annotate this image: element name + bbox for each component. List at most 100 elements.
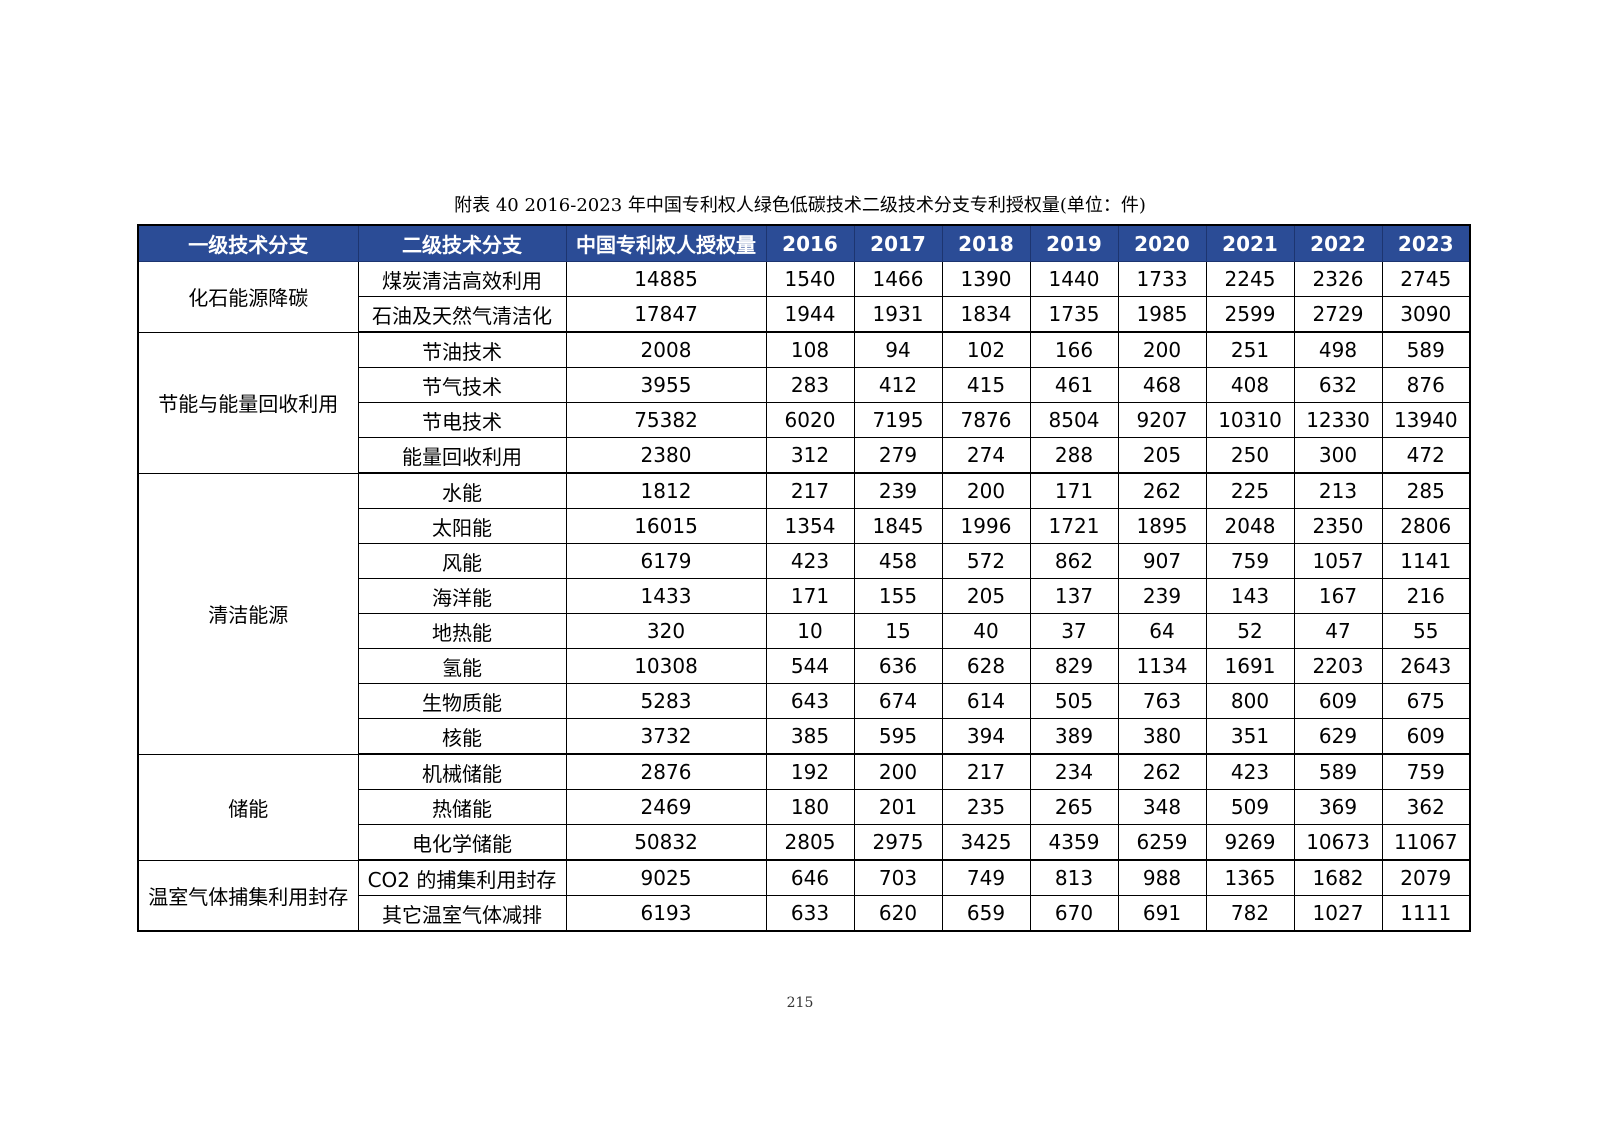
year-value-cell: 609 — [1381, 718, 1471, 755]
year-value-cell: 1390 — [941, 261, 1031, 297]
total-grants-cell: 1812 — [565, 472, 767, 509]
year-value-cell: 166 — [1029, 331, 1119, 368]
year-value-cell: 200 — [1117, 331, 1207, 368]
year-value-cell: 2806 — [1381, 508, 1471, 544]
level2-branch: 水能 — [357, 472, 567, 509]
year-value-cell: 759 — [1205, 543, 1295, 579]
year-value-cell: 1691 — [1205, 648, 1295, 684]
year-value-cell: 369 — [1293, 789, 1383, 825]
level2-branch: 煤炭清洁高效利用 — [357, 261, 567, 297]
year-value-cell: 262 — [1117, 472, 1207, 509]
year-value-cell: 408 — [1205, 367, 1295, 403]
table-row: 储能 机械储能 2876 192 200 217 234 262 423 589 759 — [137, 753, 1471, 861]
year-value-cell: 217 — [765, 472, 855, 509]
year-value-cell: 108 — [765, 331, 855, 368]
table-body: 化石能源降碳 煤炭清洁高效利用 14885 1540 1466 1390 1440 1733 2… — [137, 261, 1471, 932]
table-row: 核能 3732 385 595 394 389 380 351 629 609 — [138, 718, 1471, 755]
year-value-cell: 3425 — [941, 824, 1031, 861]
year-value-cell: 703 — [853, 859, 943, 896]
level2-branch: 地热能 — [357, 613, 567, 649]
year-value-cell: 988 — [1117, 859, 1207, 896]
year-value-cell: 10673 — [1293, 824, 1383, 861]
table-row: 海洋能 1433 171 155 205 137 239 143 167 216 — [138, 578, 1471, 614]
year-value-cell: 759 — [1381, 753, 1471, 790]
year-value-cell: 412 — [853, 367, 943, 403]
year-value-cell: 2975 — [853, 824, 943, 861]
year-value-cell: 348 — [1117, 789, 1207, 825]
level2-branch: 能量回收利用 — [357, 437, 567, 474]
year-value-cell: 205 — [941, 578, 1031, 614]
year-value-cell: 4359 — [1029, 824, 1119, 861]
table-row: 能量回收利用 2380 312 279 274 288 205 250 300 472 — [138, 437, 1471, 474]
year-value-cell: 1354 — [765, 508, 855, 544]
year-value-cell: 239 — [853, 472, 943, 509]
year-value-cell: 1721 — [1029, 508, 1119, 544]
level2-branch: 节电技术 — [357, 402, 567, 438]
header-row: 一级技术分支 二级技术分支 中国专利权人授权量 2016 2017 2018 2… — [137, 224, 1471, 262]
year-value-cell: 10 — [765, 613, 855, 649]
year-value-cell: 94 — [853, 331, 943, 368]
year-value-cell: 47 — [1293, 613, 1383, 649]
year-value-cell: 2729 — [1293, 296, 1383, 333]
year-value-cell: 629 — [1293, 718, 1383, 755]
level2-branch: 生物质能 — [357, 683, 567, 719]
year-value-cell: 251 — [1205, 331, 1295, 368]
year-value-cell: 3090 — [1381, 296, 1471, 333]
level2-branch: 机械储能 — [357, 753, 567, 790]
header-year-2022: 2022 — [1293, 224, 1383, 262]
year-value-cell: 800 — [1205, 683, 1295, 719]
year-value-cell: 907 — [1117, 543, 1207, 579]
table-row: 地热能 320 10 15 40 37 64 52 47 55 — [138, 613, 1471, 649]
year-value-cell: 143 — [1205, 578, 1295, 614]
year-value-cell: 274 — [941, 437, 1031, 474]
year-value-cell: 1682 — [1293, 859, 1383, 896]
table-row: 节能与能量回收利用 节油技术 2008 108 94 102 166 200 251 498 589 — [137, 331, 1471, 474]
year-value-cell: 633 — [765, 895, 855, 932]
year-value-cell: 262 — [1117, 753, 1207, 790]
year-value-cell: 9269 — [1205, 824, 1295, 861]
year-value-cell: 283 — [765, 367, 855, 403]
total-grants-cell: 16015 — [565, 508, 767, 544]
year-value-cell: 12330 — [1293, 402, 1383, 438]
table-row: 节气技术 3955 283 412 415 461 468 408 632 876 — [138, 367, 1471, 403]
year-value-cell: 614 — [941, 683, 1031, 719]
year-value-cell: 52 — [1205, 613, 1295, 649]
header-year-2016: 2016 — [765, 224, 855, 262]
total-grants-cell: 9025 — [565, 859, 767, 896]
total-grants-cell: 2469 — [565, 789, 767, 825]
level2-branch: 节气技术 — [357, 367, 567, 403]
year-value-cell: 2745 — [1381, 261, 1471, 297]
year-value-cell: 646 — [765, 859, 855, 896]
total-grants-cell: 50832 — [565, 824, 767, 861]
year-value-cell: 1540 — [765, 261, 855, 297]
year-value-cell: 829 — [1029, 648, 1119, 684]
year-value-cell: 2805 — [765, 824, 855, 861]
year-value-cell: 239 — [1117, 578, 1207, 614]
page-number: 215 — [786, 995, 814, 1011]
year-value-cell: 1931 — [853, 296, 943, 333]
header-year-2023: 2023 — [1381, 224, 1471, 262]
year-value-cell: 2350 — [1293, 508, 1383, 544]
year-value-cell: 37 — [1029, 613, 1119, 649]
year-value-cell: 643 — [765, 683, 855, 719]
year-value-cell: 876 — [1381, 367, 1471, 403]
year-value-cell: 458 — [853, 543, 943, 579]
year-value-cell: 674 — [853, 683, 943, 719]
year-value-cell: 509 — [1205, 789, 1295, 825]
header-year-2017: 2017 — [853, 224, 943, 262]
year-value-cell: 137 — [1029, 578, 1119, 614]
year-value-cell: 285 — [1381, 472, 1471, 509]
level2-branch: 风能 — [357, 543, 567, 579]
year-value-cell: 2326 — [1293, 261, 1383, 297]
year-value-cell: 670 — [1029, 895, 1119, 932]
year-value-cell: 380 — [1117, 718, 1207, 755]
year-value-cell: 9207 — [1117, 402, 1207, 438]
year-value-cell: 1895 — [1117, 508, 1207, 544]
table-row: 太阳能 16015 1354 1845 1996 1721 1895 2048 2350 2806 — [138, 508, 1471, 544]
year-value-cell: 1440 — [1029, 261, 1119, 297]
level1-category: 储能 — [137, 753, 359, 861]
year-value-cell: 675 — [1381, 683, 1471, 719]
year-value-cell: 394 — [941, 718, 1031, 755]
year-value-cell: 234 — [1029, 753, 1119, 790]
year-value-cell: 6259 — [1117, 824, 1207, 861]
